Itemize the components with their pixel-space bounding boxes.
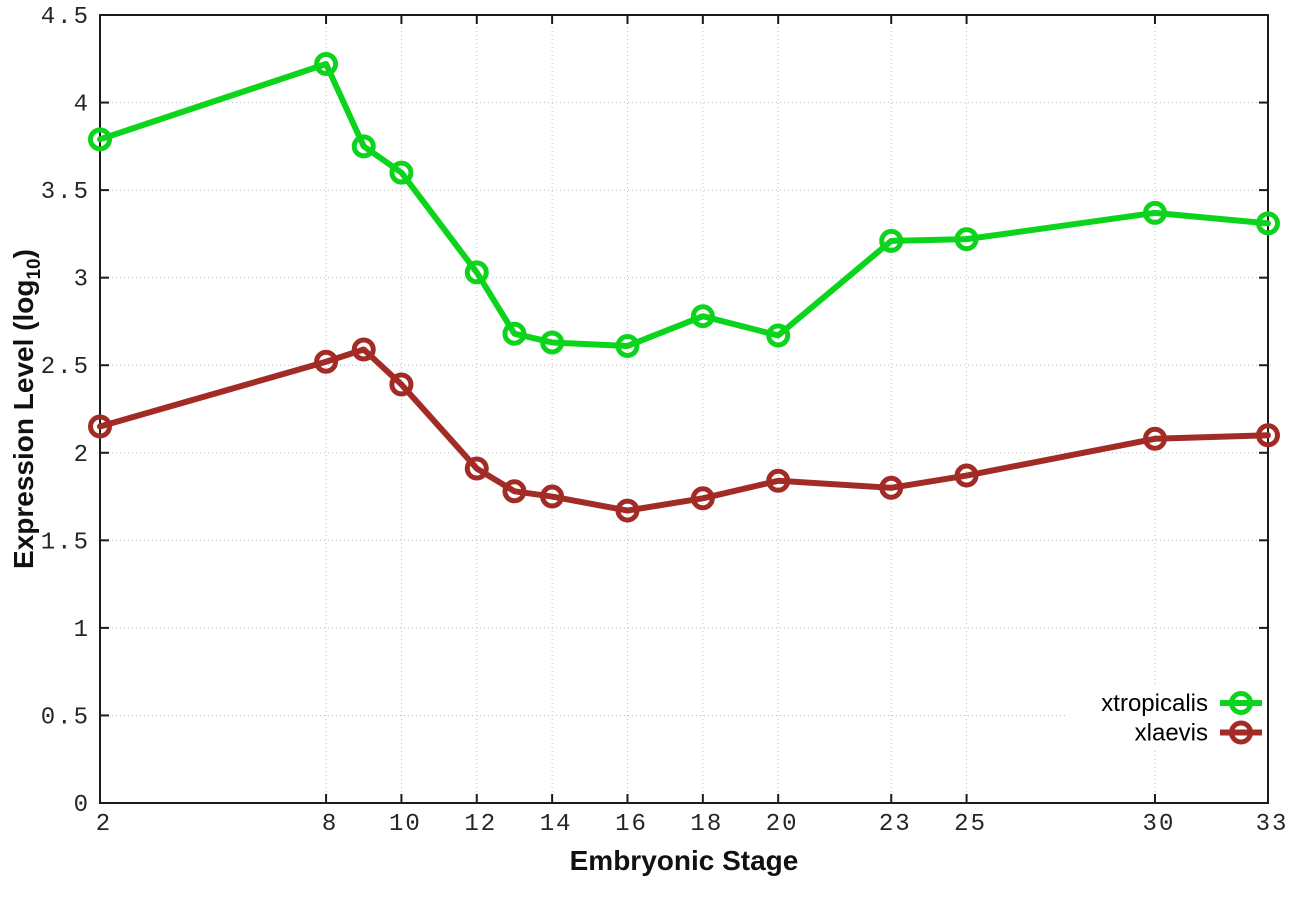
x-tick-label-2: 2 (96, 811, 112, 838)
data-point-xlaevis-stage-13 (502, 479, 527, 504)
data-point-xlaevis-stage-2 (88, 414, 112, 439)
y-tick-label-0: 0 (74, 792, 90, 819)
data-point-xtropicalis-stage-12 (464, 260, 489, 285)
x-tick-label-25: 25 (954, 811, 987, 838)
data-point-xtropicalis-stage-16 (615, 333, 640, 358)
y-tick-label-1: 1 (74, 617, 90, 644)
legend-marker-xlaevis (1229, 720, 1253, 745)
x-tick-label-20: 20 (766, 811, 799, 838)
data-point-xlaevis-stage-25 (954, 463, 979, 488)
y-tick-label-3.5: 3.5 (41, 179, 90, 206)
data-point-xtropicalis-stage-9 (351, 134, 376, 159)
data-point-xlaevis-stage-23 (879, 475, 904, 500)
data-point-xlaevis-stage-20 (766, 468, 791, 493)
x-axis-title: Embryonic Stage (569, 845, 799, 876)
data-point-xtropicalis-stage-10 (389, 160, 414, 185)
data-point-xlaevis-stage-8 (314, 349, 339, 374)
series-line-xtropicalis (97, 61, 1271, 349)
data-point-xlaevis-stage-10 (389, 372, 414, 397)
series-line-xlaevis (97, 346, 1271, 514)
data-point-xtropicalis-stage-8 (314, 52, 339, 77)
data-point-xtropicalis-stage-20 (766, 323, 791, 348)
x-tick-label-33: 33 (1256, 811, 1289, 838)
x-tick-label-12: 12 (464, 811, 497, 838)
y-tick-label-2.5: 2.5 (41, 354, 90, 381)
data-point-xtropicalis-stage-14 (540, 330, 565, 355)
x-tick-label-8: 8 (322, 811, 338, 838)
x-tick-label-18: 18 (690, 811, 723, 838)
data-point-xtropicalis-stage-13 (502, 321, 527, 346)
data-point-xtropicalis-stage-23 (879, 228, 904, 253)
y-tick-label-4: 4 (74, 92, 90, 119)
legend-marker-xtropicalis (1229, 691, 1253, 715)
x-tick-label-16: 16 (615, 811, 648, 838)
data-point-xtropicalis-stage-33 (1256, 211, 1280, 236)
plot-border (99, 14, 1269, 804)
data-point-xlaevis-stage-12 (464, 456, 489, 481)
data-point-xlaevis-stage-33 (1256, 423, 1280, 448)
data-point-xlaevis-stage-16 (615, 498, 640, 523)
y-tick-label-4.5: 4.5 (41, 4, 90, 31)
y-axis-title-subscript: 10 (23, 258, 45, 280)
y-axis-title-suffix: ) (8, 249, 40, 259)
data-point-xlaevis-stage-9 (351, 337, 376, 362)
y-tick-label-2: 2 (74, 442, 90, 469)
data-point-xtropicalis-stage-25 (954, 227, 979, 252)
data-point-xlaevis-stage-14 (540, 484, 565, 509)
x-tick-label-23: 23 (879, 811, 912, 838)
y-axis-title: Expression Level (log10) (8, 249, 46, 569)
y-tick-label-1.5: 1.5 (41, 529, 90, 556)
data-point-xlaevis-stage-30 (1142, 426, 1167, 451)
data-point-xtropicalis-stage-2 (88, 127, 112, 152)
x-tick-label-14: 14 (540, 811, 573, 838)
data-point-xlaevis-stage-18 (690, 486, 715, 511)
data-point-xtropicalis-stage-30 (1142, 200, 1167, 225)
data-point-xtropicalis-stage-18 (690, 304, 715, 329)
y-axis-title-prefix: Expression Level (log (8, 279, 40, 569)
legend-label-xtropicalis: xtropicalis (1101, 690, 1208, 717)
y-tick-label-0.5: 0.5 (41, 704, 90, 731)
legend-label-xlaevis: xlaevis (1135, 720, 1208, 747)
x-tick-label-10: 10 (389, 811, 422, 838)
x-tick-label-30: 30 (1143, 811, 1176, 838)
y-tick-label-3: 3 (74, 267, 90, 294)
